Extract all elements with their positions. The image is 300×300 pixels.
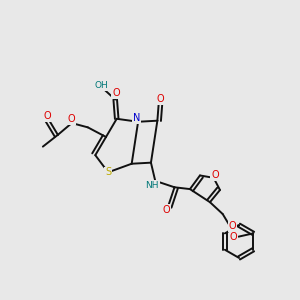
Text: O: O [229, 232, 237, 242]
Text: O: O [163, 205, 170, 214]
Text: O: O [156, 94, 164, 104]
Text: O: O [229, 221, 236, 231]
Text: OH: OH [95, 81, 109, 90]
Text: O: O [112, 88, 120, 98]
Text: S: S [105, 167, 111, 177]
Text: O: O [68, 114, 75, 124]
Text: O: O [211, 170, 219, 180]
Text: O: O [43, 111, 51, 121]
Text: NH: NH [146, 181, 159, 190]
Text: N: N [133, 113, 140, 123]
